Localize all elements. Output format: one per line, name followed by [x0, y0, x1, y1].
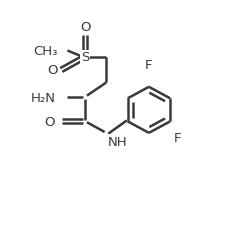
Text: NH: NH: [107, 135, 127, 148]
Text: H₂N: H₂N: [31, 92, 56, 104]
Text: O: O: [80, 21, 90, 34]
Text: O: O: [45, 115, 55, 128]
Text: O: O: [47, 64, 58, 77]
Text: F: F: [174, 131, 181, 144]
Text: F: F: [145, 59, 153, 71]
Text: S: S: [81, 51, 89, 64]
Text: CH₃: CH₃: [33, 45, 58, 58]
